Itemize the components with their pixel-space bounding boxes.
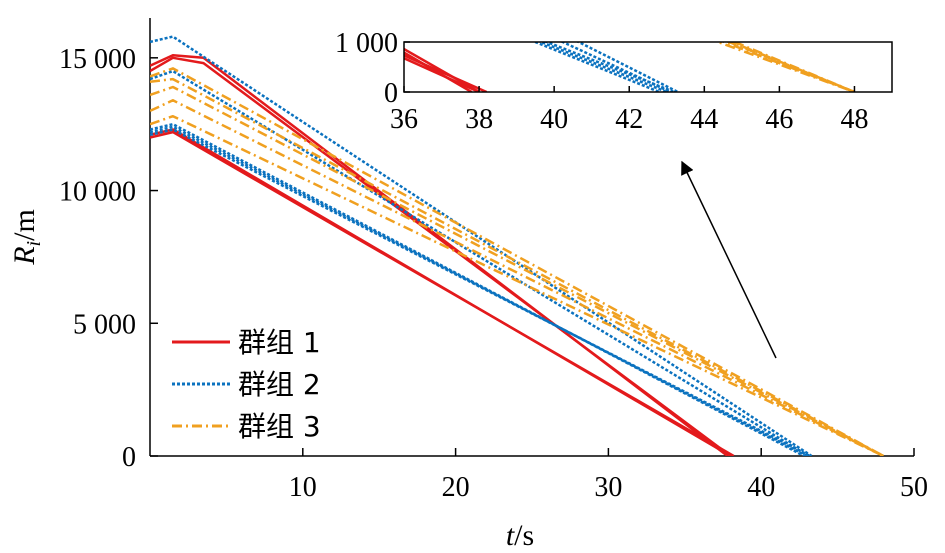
y-tick-label: 10 000: [59, 177, 136, 208]
inset-background: [404, 42, 892, 92]
y-tick-label: 15 000: [59, 44, 136, 75]
inset-arrow: [681, 160, 777, 359]
y-axis-label-unit: /m: [8, 209, 41, 241]
y-axis-label: Ri/m: [8, 209, 45, 266]
inset-x-tick-label: 48: [840, 104, 868, 135]
y-axis-label-sub: i: [23, 241, 45, 247]
series-line-group-3: [150, 114, 884, 456]
x-tick-label: 20: [442, 472, 470, 503]
inset-x-tick-label: 44: [690, 104, 718, 135]
inset-x-tick-label: 40: [540, 104, 568, 135]
inset-frame: [403, 41, 893, 93]
inset-y-tick-label: 0: [384, 78, 398, 109]
inset-x-tick-label: 42: [615, 104, 643, 135]
series-line-group-2: [150, 125, 808, 456]
legend-label-group-3: 群组 3: [238, 410, 321, 443]
main-series-group: [150, 35, 884, 456]
x-tick-label: 30: [594, 472, 622, 503]
legend: 群组 1 群组 2 群组 3: [172, 326, 321, 443]
x-axis-label-unit: /s: [514, 519, 534, 552]
series-line-group-1: [150, 128, 732, 456]
y-tick-label: 0: [122, 442, 136, 473]
inset-y-tick-label: 1 000: [335, 28, 398, 59]
series-line-group-3: [150, 67, 884, 456]
x-tick-label: 10: [289, 472, 317, 503]
y-tick-label: 5 000: [73, 309, 136, 340]
y-axis-label-var: R: [8, 246, 41, 265]
inset-x-tick-label: 46: [765, 104, 793, 135]
x-axis-label: t/s: [506, 519, 534, 552]
main-axes: 10 20 30 40 50 0 5 000 10 000 15 000: [59, 18, 928, 503]
inset-axes: 36 38 40 42 44 46 48 0 1 000: [335, 28, 893, 135]
x-tick-label: 40: [747, 472, 775, 503]
inset-x-tick-label: 38: [465, 104, 493, 135]
series-line-group-3: [150, 99, 884, 456]
series-line-group-2: [150, 35, 813, 456]
series-line-group-3: [150, 77, 884, 456]
series-line-group-2: [150, 122, 805, 456]
legend-label-group-2: 群组 2: [238, 368, 321, 401]
x-axis-label-var: t: [506, 519, 515, 552]
series-line-group-3: [150, 85, 884, 456]
inset-x-tick-label: 36: [390, 104, 418, 135]
x-tick-label: 50: [900, 472, 928, 503]
legend-label-group-1: 群组 1: [238, 326, 321, 359]
